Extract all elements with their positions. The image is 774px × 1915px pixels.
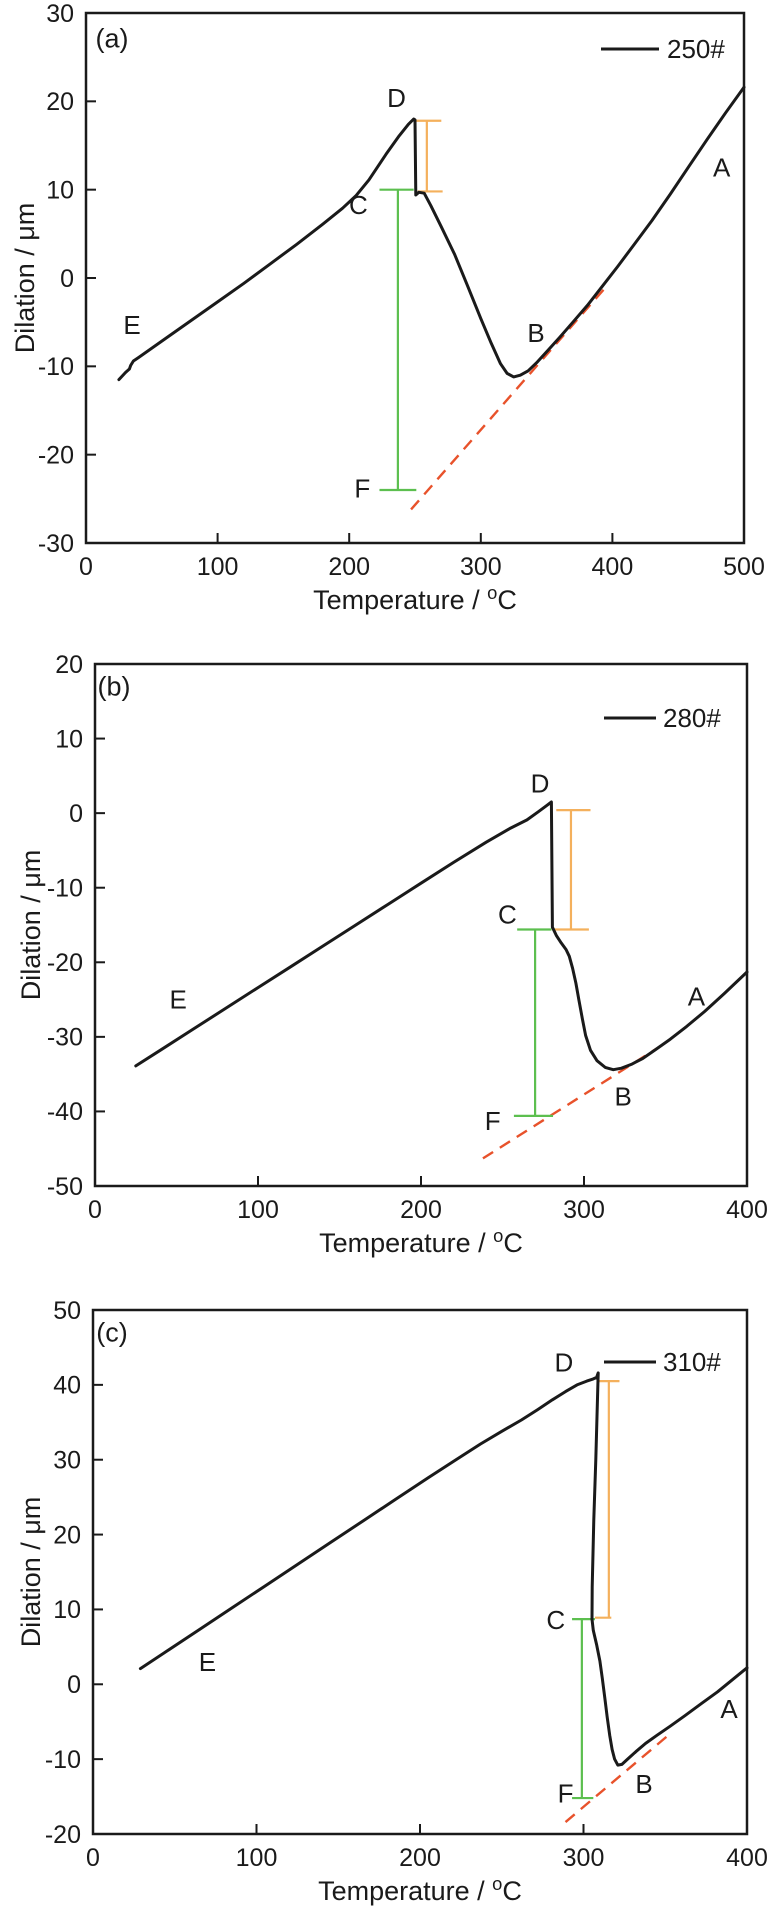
plot-frame: [93, 662, 749, 1188]
point-label-A: A: [713, 153, 731, 183]
dilation-curve-280#: [134, 800, 749, 1072]
y-tick-label: 30: [46, 0, 74, 28]
panel-b-chart: 0 100 200 300 400 -50 -40 -30 -20 -10 0 10 20 Tempera…: [16, 651, 768, 1258]
point-label-A: A: [720, 1694, 738, 1724]
y-tick-label: -10: [47, 874, 83, 902]
point-label-E: E: [169, 985, 186, 1015]
x-tick-label: 400: [726, 1844, 768, 1872]
y-tick-label: -20: [47, 949, 83, 977]
y-axis-title: Dilation / μm: [16, 1497, 46, 1648]
y-tick-label: -20: [45, 1821, 81, 1849]
y-tick-label: 30: [53, 1446, 81, 1474]
point-label-D: D: [554, 1348, 573, 1378]
point-label-B: B: [527, 318, 544, 348]
point-label-D: D: [531, 768, 550, 798]
y-tick-label: 50: [53, 1297, 81, 1325]
y-tick-label: 10: [53, 1596, 81, 1624]
x-tick-label: 300: [460, 553, 502, 581]
point-label-B: B: [614, 1082, 631, 1112]
x-tick-label: 500: [723, 553, 765, 581]
point-label-F: F: [485, 1106, 501, 1136]
point-label-F: F: [558, 1779, 574, 1809]
y-tick-label: -30: [47, 1024, 83, 1052]
y-tick-label: 10: [46, 176, 74, 204]
plot-frame: [84, 11, 746, 545]
y-tick-label: -20: [38, 441, 74, 469]
y-tick-label: 0: [60, 265, 74, 293]
point-label-E: E: [123, 310, 140, 340]
y-tick-label: -50: [47, 1173, 83, 1201]
x-tick-label: 0: [86, 1844, 100, 1872]
legend-label: 250#: [667, 34, 725, 64]
legend-label: 280#: [663, 703, 721, 733]
y-tick-label: 20: [46, 88, 74, 116]
point-label-C: C: [498, 900, 517, 930]
x-axis-title: Temperature / oC: [319, 1225, 523, 1258]
y-tick-label: 0: [69, 800, 83, 828]
point-label-A: A: [688, 982, 706, 1012]
dilation-curve-250#: [117, 85, 746, 382]
y-tick-label: -30: [38, 530, 74, 558]
dilation-curve-310#: [138, 1371, 749, 1767]
point-label-C: C: [546, 1605, 565, 1635]
point-label-D: D: [387, 83, 406, 113]
x-tick-label: 200: [399, 1844, 441, 1872]
x-tick-label: 400: [726, 1196, 768, 1224]
x-tick-label: 400: [592, 553, 634, 581]
point-label-F: F: [354, 473, 370, 503]
x-tick-label: 100: [197, 553, 239, 581]
x-tick-label: 100: [237, 1196, 279, 1224]
y-axis-title: Dilation / μm: [10, 203, 40, 354]
y-tick-label: -10: [45, 1746, 81, 1774]
y-tick-label: -40: [47, 1098, 83, 1126]
extrapolation-dashed-line: [410, 287, 606, 511]
x-axis-title: Temperature / oC: [313, 582, 517, 615]
x-tick-label: 0: [79, 553, 93, 581]
x-tick-label: 200: [400, 1196, 442, 1224]
x-tick-label: 300: [563, 1844, 605, 1872]
point-label-E: E: [199, 1647, 216, 1677]
x-tick-label: 100: [236, 1844, 278, 1872]
x-axis-title: Temperature / oC: [318, 1873, 522, 1906]
y-tick-label: 20: [53, 1521, 81, 1549]
panel-tag: (c): [96, 1317, 127, 1347]
point-label-B: B: [635, 1769, 652, 1799]
x-tick-label: 0: [88, 1196, 102, 1224]
y-axis-title: Dilation / μm: [16, 850, 46, 1001]
y-tick-label: 10: [55, 725, 83, 753]
y-tick-label: 0: [67, 1671, 81, 1699]
panel-c-chart: 0 100 200 300 400 -20 -10 0 10 20 30 40 50 Temperatur…: [16, 1297, 768, 1906]
plot-frame: [91, 1308, 749, 1836]
point-label-C: C: [349, 190, 368, 220]
panel-tag: (a): [96, 23, 129, 53]
y-tick-label: 20: [55, 651, 83, 679]
x-tick-label: 200: [328, 553, 370, 581]
extrapolation-dashed-line: [482, 1044, 663, 1160]
panel-tag: (b): [98, 671, 131, 701]
y-tick-label: 40: [53, 1372, 81, 1400]
x-tick-label: 300: [563, 1196, 605, 1224]
panel-a-chart: 0 100 200 300 400 500 -30 -20 -10 0 10 20 30 Temperat…: [10, 0, 765, 615]
extrapolation-dashed-line: [564, 1732, 671, 1823]
legend-label: 310#: [663, 1347, 721, 1377]
y-tick-label: -10: [38, 353, 74, 381]
